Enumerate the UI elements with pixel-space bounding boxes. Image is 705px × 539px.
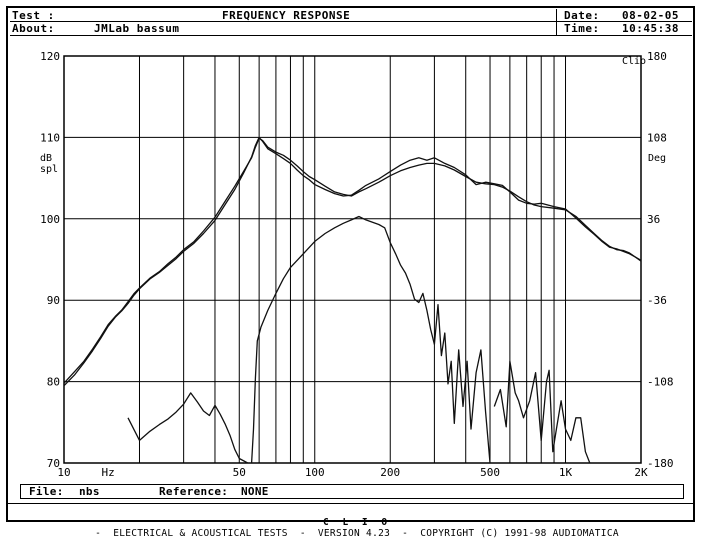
file-value: nbs (79, 485, 100, 498)
header-divider (10, 21, 692, 22)
y-left-tick-label: 70 (47, 457, 60, 470)
y-left-label-top: dB (40, 153, 52, 164)
reference-value: NONE (241, 485, 269, 498)
y-right-tick-label: 36 (647, 213, 660, 226)
y-left-tick-label: 90 (47, 294, 60, 307)
y-left-label-bottom: spl (40, 164, 58, 175)
window-frame (6, 6, 695, 522)
status-divider (8, 503, 694, 504)
y-left-tick-label: 100 (40, 213, 60, 226)
x-tick-label: 50 (233, 466, 246, 479)
y-right-tick-label: 180 (647, 50, 667, 63)
y-left-tick-label: 120 (40, 50, 60, 63)
header-separator (556, 9, 557, 35)
y-right-label: Deg (648, 153, 666, 164)
page-title: FREQUENCY RESPONSE (222, 9, 351, 22)
x-tick-label: Hz (102, 466, 115, 479)
reference-label: Reference: (159, 485, 229, 498)
series-line-2 (63, 136, 642, 387)
x-tick-label: 500 (480, 466, 500, 479)
y-right-tick-label: -180 (647, 457, 674, 470)
date-label: Date: (564, 9, 600, 22)
file-info-box: File: nbs Reference: NONE (20, 484, 684, 499)
x-tick-label: 200 (380, 466, 400, 479)
series-line-3 (127, 392, 249, 464)
header-bottom-rule (10, 35, 692, 36)
x-tick-label: 2K (634, 466, 648, 479)
y-right-tick-label: 108 (647, 131, 667, 144)
about-value: JMLab bassum (94, 22, 180, 35)
time-value: 10:45:38 (622, 22, 679, 35)
corner-label: Clio (622, 56, 646, 67)
status-bar: C L I O - ELECTRICAL & ACOUSTICAL TESTS … (8, 506, 694, 539)
brand-label: C L I O (323, 517, 392, 528)
x-tick-label: 10 (57, 466, 70, 479)
x-tick-label: 100 (305, 466, 325, 479)
test-label: Test : (12, 9, 55, 22)
y-right-tick-label: -108 (647, 376, 674, 389)
about-label: About: (12, 22, 55, 35)
series-line-4 (250, 215, 491, 464)
series-line-5 (493, 360, 591, 464)
series-line-1 (63, 137, 642, 384)
x-tick-label: 1K (559, 466, 573, 479)
y-right-tick-label: -36 (647, 294, 667, 307)
chart-axis-labels: 70 80 90 100 110 120 -180 -108 -36 36 108 180 10 Hz 50… (40, 50, 673, 479)
chart-grid (63, 55, 642, 464)
report-header: Test : FREQUENCY RESPONSE Date: 08-02-05… (10, 9, 692, 36)
time-label: Time: (564, 22, 600, 35)
chart-plot-area (63, 136, 642, 464)
date-value: 08-02-05 (622, 9, 679, 22)
y-left-tick-label: 110 (40, 131, 60, 144)
file-label: File: (29, 485, 64, 498)
y-left-tick-label: 80 (47, 376, 60, 389)
